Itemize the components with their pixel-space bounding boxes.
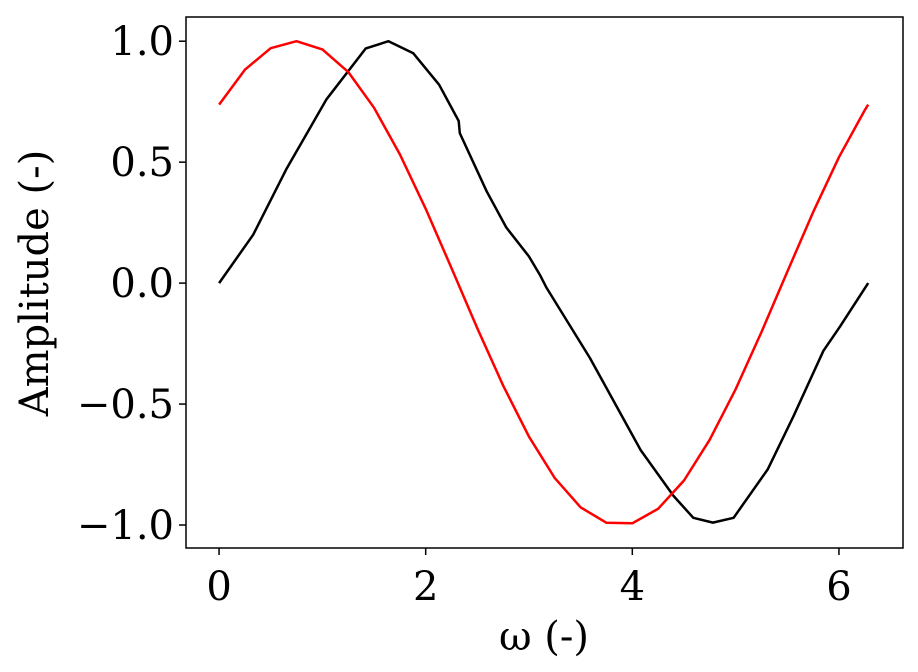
y-tick-label: 0.0 bbox=[110, 261, 174, 307]
x-tick-label: 6 bbox=[826, 564, 851, 610]
y-tick-label: 1.0 bbox=[110, 19, 174, 65]
y-tick-label: −0.5 bbox=[77, 382, 174, 428]
series-line-1 bbox=[218, 39, 870, 525]
y-axis-label: Amplitude (-) bbox=[12, 150, 58, 418]
y-axis: −1.0 −0.5 0.0 0.5 1.0 bbox=[77, 19, 186, 549]
series-line-0 bbox=[218, 39, 870, 524]
series-lines bbox=[218, 39, 870, 525]
x-axis-label: ω (-) bbox=[499, 614, 589, 660]
x-tick-label: 4 bbox=[620, 564, 645, 610]
x-axis: 0 2 4 6 bbox=[206, 548, 852, 610]
y-tick-label: 0.5 bbox=[110, 140, 174, 186]
x-tick-label: 2 bbox=[413, 564, 438, 610]
x-tick-label: 0 bbox=[206, 564, 231, 610]
y-tick-label: −1.0 bbox=[77, 503, 174, 549]
